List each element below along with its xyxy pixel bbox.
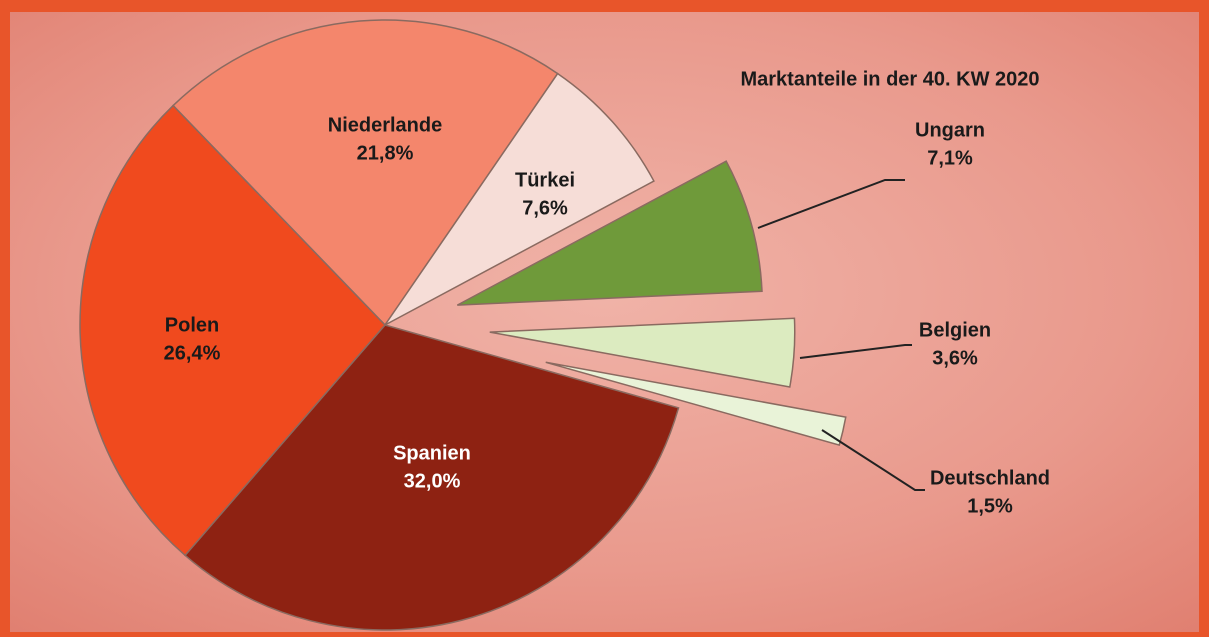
pie-slice xyxy=(489,317,796,388)
pie-slice xyxy=(545,361,847,447)
chart-title: Marktanteile in der 40. KW 2020 xyxy=(740,68,1039,90)
slice-label: Ungarn xyxy=(915,119,985,141)
value-label: 3,6% xyxy=(932,347,978,369)
pie xyxy=(79,19,847,631)
value-label: 7,6% xyxy=(522,197,568,219)
value-label: 26,4% xyxy=(164,342,221,364)
value-label: 32,0% xyxy=(404,470,461,492)
slice-label: Niederlande xyxy=(328,114,442,136)
pie-slice xyxy=(384,72,655,326)
pie-slice xyxy=(172,19,559,327)
slice-label: Türkei xyxy=(515,169,575,191)
leader-line xyxy=(757,179,905,229)
value-label: 21,8% xyxy=(357,142,414,164)
value-label: 1,5% xyxy=(967,495,1013,517)
pie-slice xyxy=(79,104,387,557)
leader-line xyxy=(799,344,912,359)
value-label: 7,1% xyxy=(927,147,973,169)
slice-label: Deutschland xyxy=(930,467,1050,489)
leader-lines xyxy=(757,179,925,491)
slice-label: Polen xyxy=(165,314,219,336)
leader-line xyxy=(821,429,925,491)
slice-label: Spanien xyxy=(393,442,471,464)
pie-slice xyxy=(456,160,763,306)
pie-slice xyxy=(184,324,680,631)
slice-label: Belgien xyxy=(919,319,991,341)
